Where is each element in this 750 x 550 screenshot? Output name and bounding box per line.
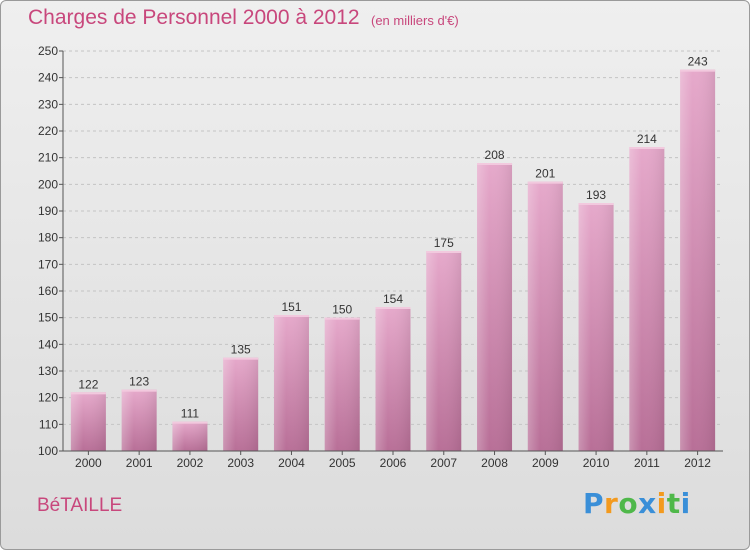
bar-shade [680,69,716,452]
bar-cap [426,251,462,253]
y-tick-label: 150 [38,311,58,325]
bar-cap [578,203,614,205]
bar-shade [172,421,208,451]
y-axis-labels: 100 110 120 130 140 150 160 170 180 190 200 210 220 2… [38,44,58,458]
place-name: BéTAILLE [37,495,123,516]
x-axis-labels: 2000 2001 2002 2003 2004 2005 2006 2007 2008 2009… [75,451,711,470]
y-tick-label: 170 [38,257,58,271]
bar-value-label: 111 [181,407,200,421]
y-tick-label: 180 [38,231,58,245]
bar-cap [172,421,208,424]
bar-value-label: 154 [383,292,403,306]
logo-letter: i [680,487,691,520]
x-tick-label: 2003 [227,456,254,470]
x-tick-label: 2005 [329,456,356,470]
bar-value-label: 135 [231,343,251,357]
x-tick-label: 2004 [278,456,305,470]
axes [62,51,723,452]
bar-value-label: 243 [688,55,708,69]
bar-value-label: 193 [586,188,606,202]
bar-shade [223,357,259,451]
bar-value-label: 151 [281,300,301,314]
x-tick-label: 2010 [583,456,610,470]
bar-value-label: 208 [485,148,505,162]
bar-shade [477,163,513,451]
bar-value-label: 201 [535,167,555,181]
logo-letter: r [604,487,619,520]
bar-shade [121,389,157,451]
bar-cap [477,163,513,165]
bar-shade [629,147,665,451]
bar-cap [527,181,563,184]
logo-letter: o [618,487,639,520]
logo-letter: t [666,487,681,520]
bar-shade [273,315,309,451]
x-tick-label: 2002 [177,456,204,470]
bar-cap [629,147,665,149]
bar-shade [324,317,360,451]
y-tick-label: 190 [38,204,58,218]
y-tick-label: 110 [39,417,58,431]
bar-cap [121,389,157,392]
y-tick-label: 210 [38,151,58,165]
x-tick-label: 2006 [380,456,407,470]
y-tick-label: 100 [38,444,58,458]
x-tick-label: 2008 [481,456,508,470]
y-tick-label: 120 [38,391,58,405]
logo-letter: x [638,487,657,520]
x-tick-label: 2000 [75,456,102,470]
x-tick-label: 2001 [126,456,153,470]
x-tick-label: 2011 [634,456,660,470]
bar-cap [375,307,411,309]
x-tick-label: 2012 [684,456,711,470]
bars: 122 123 111 135 151 150 154 175 208 201 193 214 243 [70,55,716,452]
x-tick-label: 2009 [532,456,559,470]
bar-cap [273,315,309,317]
y-tick-label: 160 [38,284,58,298]
bar-shade [527,181,563,451]
bar-shade [375,307,411,451]
bar-value-label: 150 [332,303,352,317]
bar-value-label: 175 [434,236,454,250]
y-tick-label: 200 [38,177,58,191]
bar-value-label: 214 [637,132,657,146]
proxiti-logo: Proxiti [583,487,691,520]
y-tick-label: 230 [38,97,58,111]
logo-letter: P [583,487,605,520]
bar-cap [680,69,716,72]
logo-letter: i [656,487,667,520]
y-tick-label: 140 [38,337,58,351]
y-tick-label: 240 [38,71,58,85]
y-tick-label: 220 [38,124,58,138]
chart-title: Charges de Personnel 2000 à 2012 [28,6,360,29]
bar-shade [578,203,614,451]
y-tick-label: 250 [38,44,58,58]
bar-shade [426,251,462,451]
bar-cap [70,392,106,395]
bar-cap [324,317,360,320]
chart-subtitle: (en milliers d'€) [371,13,459,28]
bar-shade [70,392,106,451]
bar-value-label: 123 [129,375,149,389]
x-tick-label: 2007 [430,456,457,470]
y-tick-label: 130 [38,364,58,378]
bar-value-label: 122 [78,377,98,391]
bar-cap [223,357,259,360]
